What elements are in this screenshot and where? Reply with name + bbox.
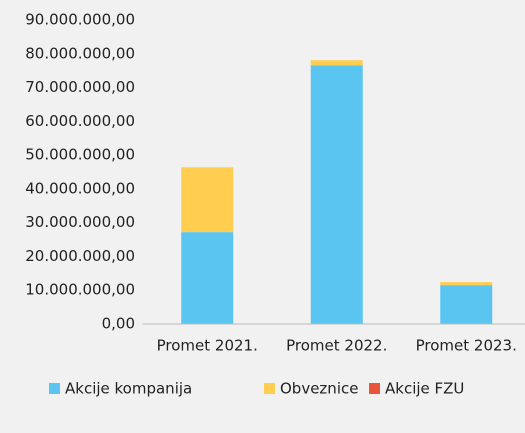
x-tick-label: Promet 2023. — [416, 337, 517, 355]
y-tick-label: 60.000.000,00 — [25, 112, 135, 130]
x-tick-label: Promet 2022. — [286, 337, 387, 355]
legend-swatch — [369, 383, 380, 394]
y-tick-label: 30.000.000,00 — [25, 213, 135, 231]
bar-segment — [310, 65, 363, 325]
bar-segment — [440, 282, 493, 286]
y-tick-label: 50.000.000,00 — [25, 146, 135, 164]
y-tick-label: 90.000.000,00 — [25, 11, 135, 29]
y-tick-label: 10.000.000,00 — [25, 281, 135, 299]
bar-segment — [440, 285, 493, 324]
bar-segment — [181, 232, 234, 324]
legend-label: Akcije kompanija — [65, 380, 192, 398]
bar-segment — [310, 60, 363, 66]
bar-segment — [181, 167, 234, 233]
legend-label: Akcije FZU — [385, 380, 464, 398]
y-tick-label: 40.000.000,00 — [25, 179, 135, 197]
legend-swatch — [264, 383, 275, 394]
y-tick-label: 20.000.000,00 — [25, 247, 135, 265]
legend-label: Obveznice — [280, 380, 358, 398]
x-tick-label: Promet 2021. — [157, 337, 258, 355]
y-tick-label: 80.000.000,00 — [25, 44, 135, 62]
y-tick-label: 70.000.000,00 — [25, 78, 135, 96]
legend-swatch — [49, 383, 60, 394]
y-tick-label: 0,00 — [102, 315, 135, 333]
